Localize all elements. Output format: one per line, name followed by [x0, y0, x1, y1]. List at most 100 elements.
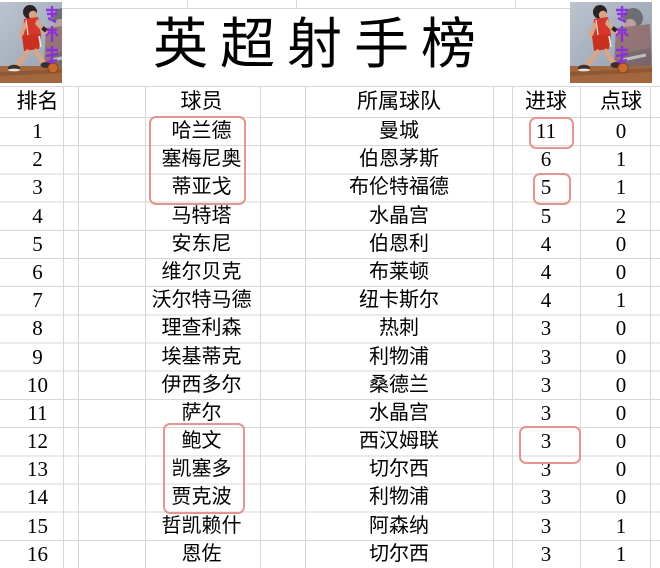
corner-art-left	[0, 0, 84, 85]
cell-goals: 3	[540, 400, 552, 425]
cell-penalties: 1	[615, 147, 627, 172]
table-row: 11 萨尔 水晶宫 3 0	[0, 399, 660, 427]
header-rank: 排名	[16, 89, 59, 113]
corner-art-right	[568, 0, 654, 85]
cell-team: 曼城	[379, 120, 419, 142]
cell-team: 伯恩茅斯	[359, 148, 439, 171]
cell-penalties: 1	[615, 288, 627, 313]
cell-penalties: 1	[615, 541, 627, 566]
cell-penalties: 0	[615, 429, 627, 454]
cell-penalties: 0	[615, 316, 627, 341]
gridline	[512, 86, 513, 568]
cell-player: 伊西多尔	[161, 373, 242, 396]
cell-team: 切尔西	[369, 542, 429, 565]
gridline	[650, 86, 651, 568]
cell-player: 萨尔	[181, 401, 222, 424]
header-player: 球员	[180, 89, 223, 113]
cell-rank: 16	[27, 541, 48, 566]
gridline	[515, 0, 516, 8]
cell-team: 布莱顿	[369, 260, 429, 283]
cell-rank: 9	[32, 344, 43, 369]
table-row: 9 埃基蒂克 利物浦 3 0	[0, 343, 660, 371]
basketball-player-art-icon	[0, 0, 84, 85]
cell-team: 桑德兰	[369, 373, 429, 396]
cell-goals: 4	[540, 231, 552, 256]
cell-rank: 14	[27, 485, 48, 510]
cell-player: 理查利森	[161, 317, 242, 340]
cell-player: 安东尼	[171, 232, 232, 255]
cell-rank: 7	[32, 288, 43, 313]
cell-rank: 8	[32, 316, 43, 341]
cell-player: 马特塔	[171, 204, 232, 227]
gridline	[580, 86, 581, 568]
gridline	[0, 86, 660, 87]
cell-rank: 6	[32, 259, 43, 284]
table-row: 2 塞梅尼奥 伯恩茅斯 6 1	[0, 145, 660, 173]
table-row: 13 凯塞多 切尔西 3 0	[0, 455, 660, 483]
basketball-player-art-icon	[568, 0, 654, 85]
cell-player: 贾克波	[171, 486, 232, 509]
cell-team: 西汉姆联	[359, 430, 439, 453]
table-row: 10 伊西多尔 桑德兰 3 0	[0, 371, 660, 399]
highlight-box-goals-row1	[529, 117, 574, 149]
gridline	[78, 86, 79, 568]
cell-goals: 11	[535, 119, 557, 143]
cell-goals: 5	[540, 203, 552, 228]
cell-penalties: 1	[615, 513, 627, 538]
cell-player: 恩佐	[181, 542, 222, 565]
cell-team: 利物浦	[369, 345, 429, 368]
cell-rank: 3	[32, 175, 43, 200]
highlight-box-players-top3	[149, 116, 246, 205]
cell-penalties: 0	[615, 372, 627, 397]
row-gridlines	[0, 117, 660, 568]
cell-goals: 3	[540, 372, 552, 397]
table-row: 16 恩佐 切尔西 3 1	[0, 540, 660, 568]
page-title: 英超射手榜	[152, 14, 488, 75]
cell-penalties: 1	[615, 175, 627, 200]
cell-penalties: 0	[615, 259, 627, 284]
cell-player: 沃尔特马德	[151, 289, 252, 312]
cell-penalties: 0	[615, 119, 627, 143]
cell-rank: 5	[32, 231, 43, 256]
gridline	[62, 8, 570, 9]
table-row: 4 马特塔 水晶宫 5 2	[0, 202, 660, 230]
cell-penalties: 0	[615, 344, 627, 369]
cell-goals: 4	[540, 288, 552, 313]
cell-goals: 5	[540, 175, 552, 200]
table-row: 12 鲍文 西汉姆联 3 0	[0, 427, 660, 455]
table-row: 3 蒂亚戈 布伦特福德 5 1	[0, 173, 660, 201]
table-row: 5 安东尼 伯恩利 4 0	[0, 230, 660, 258]
gridline	[63, 86, 64, 568]
cell-rank: 15	[27, 513, 48, 538]
table-row: 7 沃尔特马德 纽卡斯尔 4 1	[0, 286, 660, 314]
cell-rank: 2	[32, 147, 43, 172]
cell-rank: 13	[27, 457, 48, 482]
cell-goals: 3	[540, 344, 552, 369]
header-penalties: 点球	[600, 89, 642, 113]
cell-goals: 3	[540, 513, 552, 538]
cell-team: 热刺	[379, 317, 419, 340]
cell-penalties: 0	[615, 485, 627, 510]
cell-goals: 6	[540, 147, 552, 172]
gridline	[187, 0, 188, 8]
highlight-box-goals-row3	[533, 173, 571, 205]
highlight-box-players-12-14	[163, 423, 245, 514]
cell-team: 伯恩利	[369, 232, 429, 255]
gridline	[296, 0, 297, 8]
cell-team: 阿森纳	[369, 514, 429, 537]
cell-penalties: 0	[615, 400, 627, 425]
cell-player: 鲍文	[181, 430, 222, 453]
table-row: 1 哈兰德 曼城 11 0	[0, 117, 660, 145]
cell-goals: 3	[540, 457, 552, 482]
gridline	[305, 86, 306, 568]
table-row: 15 哲凯赖什 阿森纳 3 1	[0, 512, 660, 540]
gridline	[493, 86, 494, 568]
cell-team: 纽卡斯尔	[359, 289, 439, 312]
cell-rank: 10	[27, 372, 48, 397]
table-row: 8 理查利森 热刺 3 0	[0, 314, 660, 342]
cell-player: 哈兰德	[171, 120, 232, 142]
table-row: 14 贾克波 利物浦 3 0	[0, 483, 660, 511]
cell-penalties: 0	[615, 457, 627, 482]
cell-goals: 3	[540, 485, 552, 510]
